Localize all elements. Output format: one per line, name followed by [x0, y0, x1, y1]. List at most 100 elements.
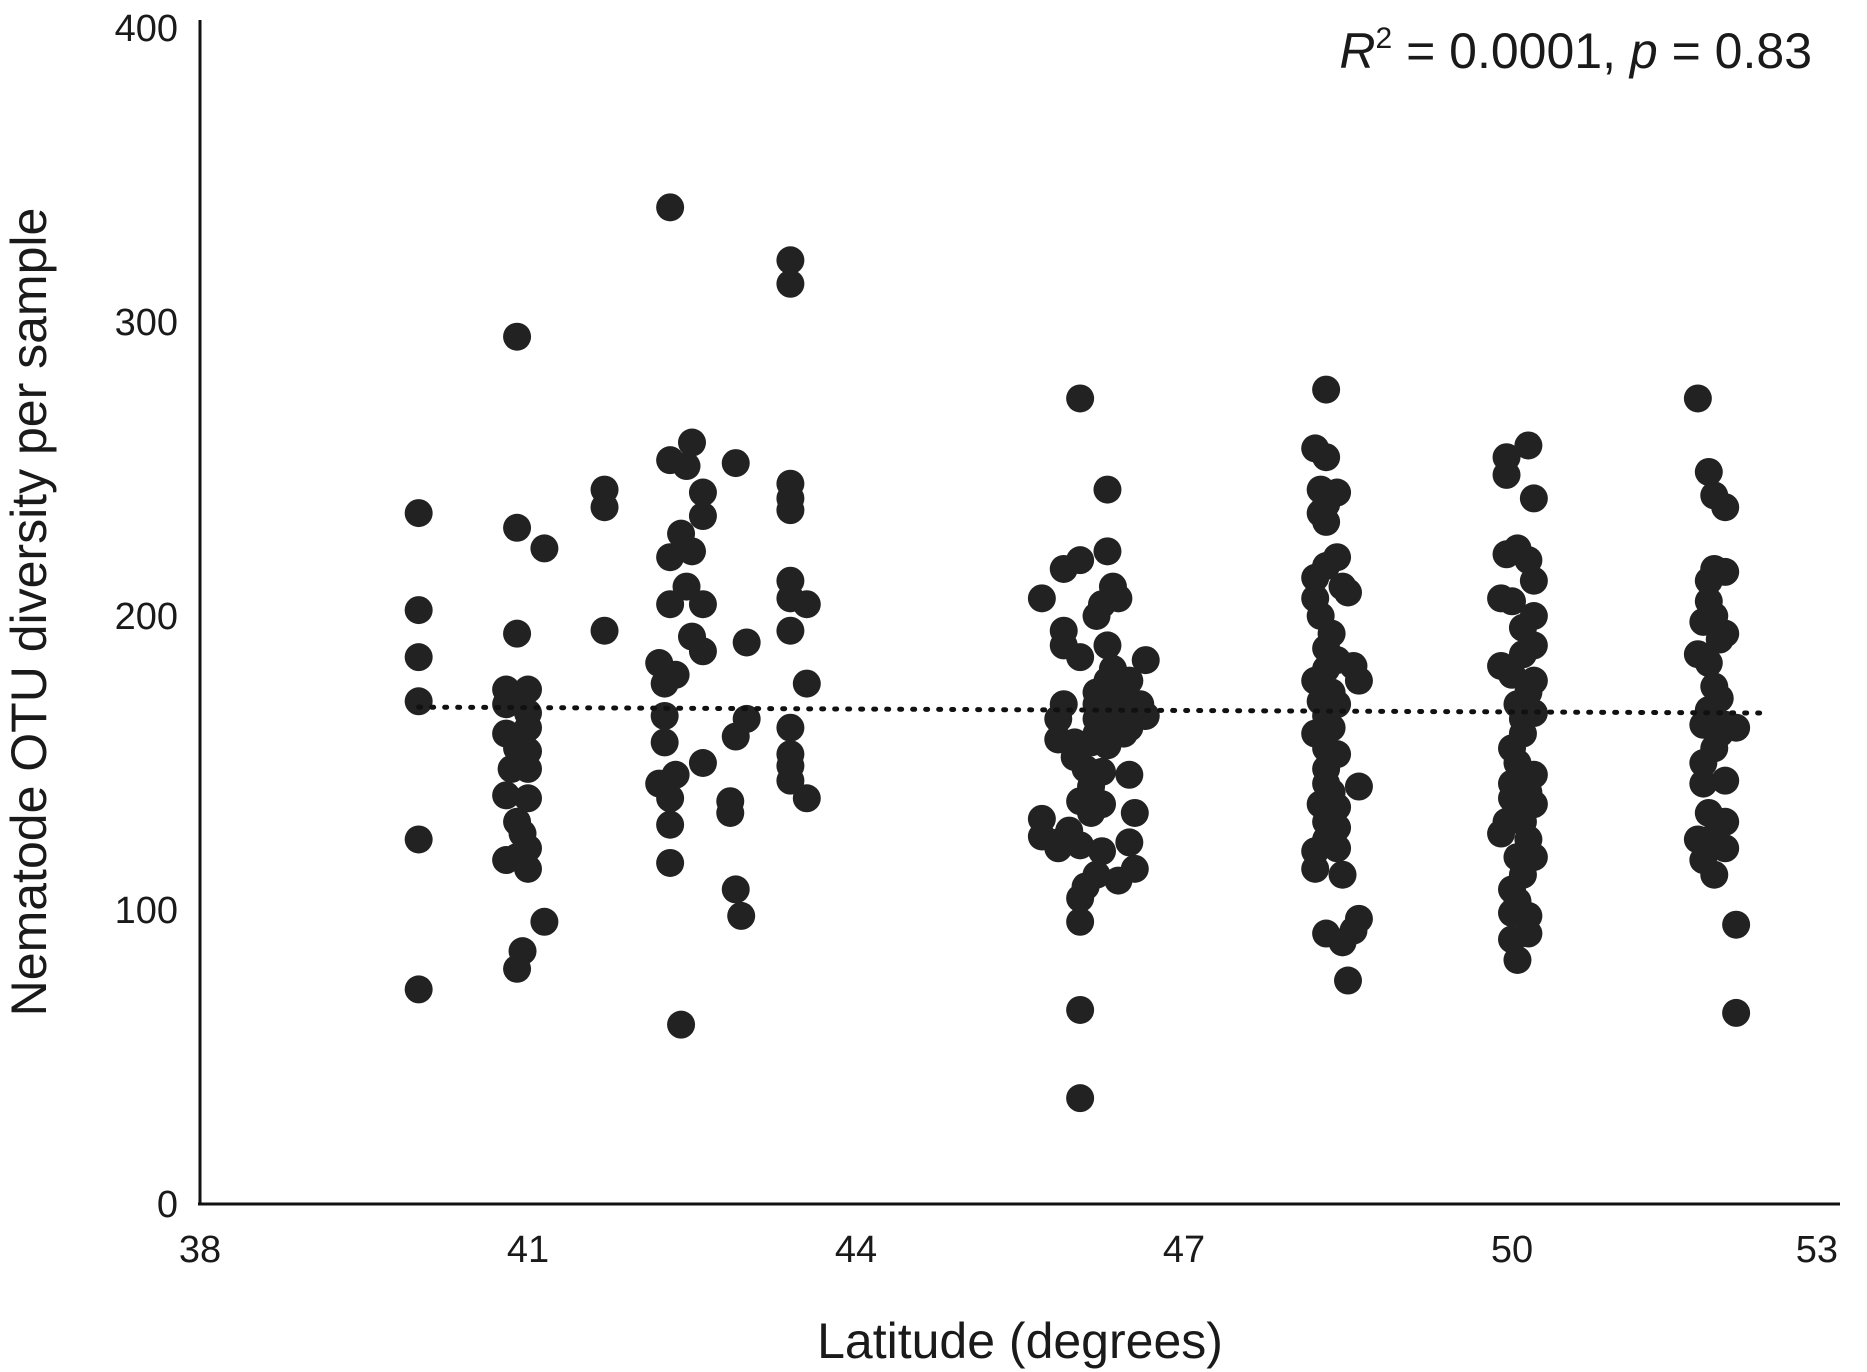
data-point: [656, 590, 685, 619]
data-point: [590, 493, 619, 522]
data-point: [503, 513, 532, 542]
data-point: [1689, 769, 1718, 798]
data-point: [1066, 384, 1095, 413]
data-point: [1519, 699, 1548, 728]
y-axis-title: Nematode OTU diversity per sample: [1, 208, 57, 1017]
data-point: [590, 616, 619, 645]
x-tick-label: 53: [1796, 1229, 1838, 1271]
data-point: [688, 478, 717, 507]
data-point: [721, 875, 750, 904]
x-tick-label: 50: [1491, 1229, 1533, 1271]
data-point: [1519, 631, 1548, 660]
data-point: [1066, 1084, 1095, 1113]
stat-annotation: R2 = 0.0001, p = 0.83: [1339, 22, 1812, 79]
data-point: [1711, 766, 1740, 795]
data-point: [1722, 910, 1751, 939]
data-point: [514, 754, 542, 783]
data-point: [1705, 684, 1734, 713]
data-point: [1093, 475, 1122, 504]
data-point: [1344, 666, 1373, 695]
data-point: [656, 848, 685, 877]
data-point: [1328, 860, 1357, 889]
data-point: [1131, 701, 1160, 730]
data-point: [404, 975, 433, 1004]
x-tick-label: 38: [179, 1229, 221, 1271]
data-point: [1711, 807, 1740, 836]
y-tick-label: 300: [115, 302, 178, 344]
data-point: [1066, 546, 1095, 575]
data-point: [727, 901, 756, 930]
data-point: [776, 713, 805, 742]
data-point: [404, 499, 433, 528]
r2-superscript: 2: [1376, 22, 1393, 55]
data-point: [650, 728, 679, 757]
y-tick-label: 100: [115, 890, 178, 932]
data-point: [661, 760, 690, 789]
data-point: [776, 496, 805, 525]
data-point: [776, 766, 805, 795]
data-point: [1115, 828, 1144, 857]
x-tick-label: 41: [507, 1229, 549, 1271]
data-point: [776, 269, 805, 298]
data-point: [1312, 443, 1341, 472]
data-point: [1492, 460, 1521, 489]
data-point: [1519, 666, 1548, 695]
data-point: [508, 937, 537, 966]
data-point: [1131, 646, 1160, 675]
data-point: [1323, 478, 1352, 507]
x-tick-label: 47: [1163, 1229, 1205, 1271]
data-point: [650, 701, 679, 730]
y-tick-labels: 0 100 200 300 400: [115, 8, 178, 1226]
data-point: [530, 534, 559, 563]
data-point: [1323, 834, 1352, 863]
data-point: [1683, 384, 1712, 413]
y-tick-label: 400: [115, 8, 178, 50]
data-point: [716, 787, 745, 816]
data-point: [1514, 919, 1543, 948]
data-point: [1049, 690, 1078, 719]
data-point: [667, 1010, 696, 1039]
data-point: [1088, 837, 1116, 866]
data-point: [1088, 757, 1116, 786]
data-point: [1344, 772, 1373, 801]
data-point: [1498, 660, 1526, 689]
data-point: [1498, 587, 1526, 616]
data-point: [688, 749, 717, 777]
data-point: [514, 675, 542, 704]
data-point: [688, 637, 717, 666]
data-points: [404, 193, 1751, 1113]
data-point: [661, 660, 690, 689]
y-tick-label: 200: [115, 596, 178, 638]
data-point: [1066, 995, 1095, 1024]
data-point: [514, 784, 542, 813]
data-point: [514, 834, 542, 863]
data-point: [792, 669, 821, 698]
data-point: [721, 449, 750, 478]
data-point: [1694, 649, 1723, 678]
data-point: [503, 619, 532, 648]
r2-value: = 0.0001,: [1392, 23, 1630, 79]
data-point: [656, 543, 685, 572]
data-point: [1088, 790, 1116, 819]
data-point: [1519, 843, 1548, 872]
p-symbol: p: [1628, 23, 1658, 79]
x-tick-label: 44: [835, 1229, 877, 1271]
y-tick-label: 0: [157, 1184, 178, 1226]
x-axis-title: Latitude (degrees): [817, 1313, 1223, 1369]
data-point: [514, 854, 542, 883]
data-point: [1334, 966, 1362, 995]
data-point: [1694, 457, 1723, 486]
data-point: [1066, 907, 1095, 936]
data-point: [1120, 854, 1149, 883]
data-point: [792, 590, 821, 619]
data-point: [1082, 860, 1111, 889]
data-point: [1722, 713, 1751, 742]
data-point: [404, 825, 433, 854]
data-point: [1066, 643, 1095, 672]
data-point: [688, 590, 717, 619]
data-point: [678, 537, 706, 566]
data-point: [1301, 854, 1330, 883]
data-point: [1722, 998, 1751, 1027]
data-point: [1323, 813, 1352, 842]
